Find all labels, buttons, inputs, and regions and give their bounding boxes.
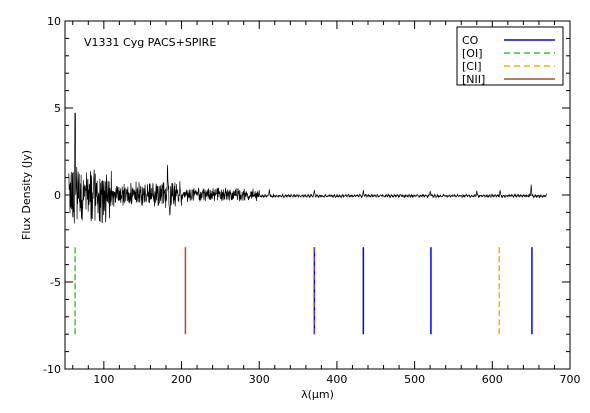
legend-box <box>456 26 564 86</box>
y-tick-label: -5 <box>50 276 61 289</box>
x-tick-label: 400 <box>326 373 347 386</box>
x-axis-label: λ(μm) <box>301 388 334 401</box>
x-axis: 100 200 300 400 500 600 700 <box>72 21 581 386</box>
legend-label: [OI] <box>462 47 483 60</box>
spectrum-layer <box>68 112 547 224</box>
x-tick-label: 500 <box>404 373 425 386</box>
y-tick-label: 5 <box>54 102 61 115</box>
x-tick-label: 300 <box>249 373 270 386</box>
legend-label: [CI] <box>462 60 482 73</box>
spectrum-line <box>68 112 547 224</box>
y-axis-label: Flux Density (Jy) <box>20 150 33 240</box>
legend-label: [NII] <box>462 73 485 86</box>
chart-annotation: V1331 Cyg PACS+SPIRE <box>84 36 216 49</box>
line-markers <box>74 247 533 335</box>
x-tick-label: 600 <box>482 373 503 386</box>
y-tick-label: -10 <box>43 363 61 376</box>
legend: CO[OI][CI][NII] <box>456 26 564 86</box>
legend-label: CO <box>462 34 479 47</box>
x-tick-label: 200 <box>171 373 192 386</box>
y-tick-label: 0 <box>54 189 61 202</box>
x-tick-label: 700 <box>560 373 581 386</box>
y-tick-label: 10 <box>47 15 61 28</box>
y-axis: -10 -5 0 5 10 <box>43 15 570 376</box>
x-tick-label: 100 <box>93 373 114 386</box>
